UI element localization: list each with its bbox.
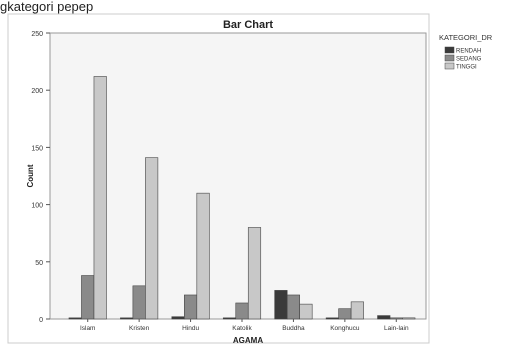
x-tick-label: Konghucu <box>330 325 360 332</box>
bar-sedang <box>235 302 249 320</box>
x-tick-label: Buddha <box>282 325 305 332</box>
y-tick-label: 100 <box>31 203 43 210</box>
y-tick-label: 150 <box>31 145 43 152</box>
bar-rendah <box>68 317 82 320</box>
legend-label-rendah: RENDAH <box>456 49 481 55</box>
y-tick-label: 200 <box>31 88 43 95</box>
plot-area <box>49 32 427 320</box>
bar-rendah <box>377 315 391 320</box>
bar-sedang <box>81 275 95 320</box>
bar-tinggi <box>196 192 210 320</box>
y-tick-label: 50 <box>35 260 43 267</box>
bar-tinggi <box>350 301 364 320</box>
cropped-header-text: gkategori pepep <box>0 0 94 14</box>
bar-tinggi <box>402 317 416 320</box>
y-tick-label: 0 <box>39 317 43 324</box>
y-axis-label: Count <box>26 164 35 187</box>
bar-rendah <box>120 317 134 320</box>
x-tick-label: Katolik <box>232 325 252 332</box>
legend-title: KATEGORI_DR <box>439 33 493 42</box>
legend-label-tinggi: TINGGI <box>456 65 477 71</box>
legend-swatch-sedang <box>444 54 455 62</box>
bar-tinggi <box>93 76 107 320</box>
x-tick-label: Kristen <box>129 325 150 332</box>
bar-sedang <box>132 285 146 320</box>
x-axis-label: AGAMA <box>233 336 263 345</box>
legend-label-sedang: SEDANG <box>456 57 482 63</box>
legend-swatch-rendah <box>444 46 455 54</box>
chart-title: Bar Chart <box>223 19 273 31</box>
y-tick-label: 250 <box>31 31 43 38</box>
bar-rendah <box>325 317 339 320</box>
x-tick-label: Islam <box>80 325 96 332</box>
bar-tinggi <box>247 227 262 320</box>
bar-tinggi <box>299 303 313 320</box>
bar-sedang <box>338 308 352 320</box>
bar-rendah <box>274 290 288 320</box>
bar-rendah <box>222 317 237 320</box>
bar-sedang <box>286 294 300 320</box>
bar-tinggi <box>145 157 159 320</box>
x-tick-label: Lain-lain <box>384 325 409 332</box>
bar-rendah <box>171 316 185 320</box>
legend-swatch-tinggi <box>444 62 455 70</box>
bar-sedang <box>389 317 403 320</box>
bar-sedang <box>184 294 198 320</box>
x-tick-label: Hindu <box>182 325 199 332</box>
